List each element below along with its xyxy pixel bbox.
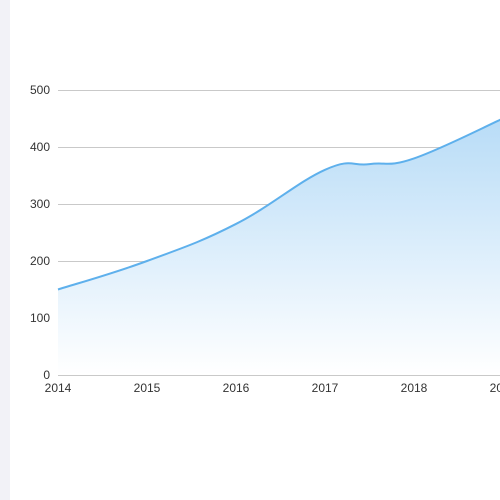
x-axis: 2014 2015 2016 2017 2018 2019 bbox=[45, 381, 500, 395]
x-tick-label: 2018 bbox=[401, 381, 428, 395]
x-tick-label: 2019 bbox=[490, 381, 500, 395]
y-tick-label: 400 bbox=[30, 140, 50, 154]
y-tick-label: 100 bbox=[30, 311, 50, 325]
x-tick-label: 2014 bbox=[45, 381, 72, 395]
y-tick-label: 500 bbox=[30, 83, 50, 97]
x-tick-label: 2017 bbox=[312, 381, 339, 395]
y-tick-label: 0 bbox=[43, 368, 50, 382]
x-tick-label: 2015 bbox=[134, 381, 161, 395]
y-axis: 0 100 200 300 400 500 bbox=[30, 83, 50, 382]
series-line bbox=[57, 118, 500, 291]
series-area bbox=[58, 119, 500, 375]
y-tick-label: 300 bbox=[30, 197, 50, 211]
x-tick-label: 2016 bbox=[223, 381, 250, 395]
y-tick-label: 200 bbox=[30, 254, 50, 268]
